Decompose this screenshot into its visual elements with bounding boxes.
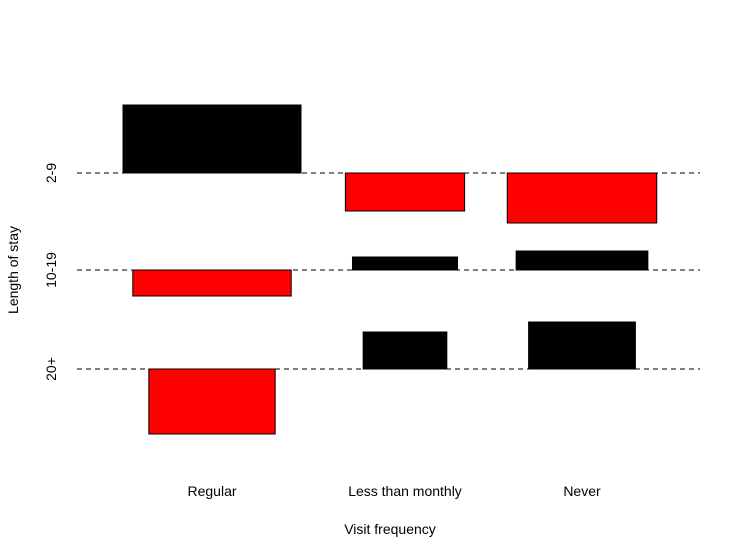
x-axis-title: Visit frequency bbox=[344, 521, 436, 537]
y-axis-title: Length of stay bbox=[5, 226, 21, 314]
bar-regular-20 bbox=[148, 368, 276, 435]
bar-less-than-monthly-10-19 bbox=[351, 256, 459, 271]
x-tick-label-less-than-monthly: Less than monthly bbox=[348, 483, 462, 499]
x-tick-label-regular: Regular bbox=[187, 483, 236, 499]
bar-never-20 bbox=[528, 321, 636, 370]
y-tick-labels: 2-9 10-19 20+ bbox=[43, 163, 59, 381]
bar-less-than-monthly-2-9 bbox=[344, 172, 466, 212]
y-tick-label-2-9: 2-9 bbox=[43, 163, 59, 183]
bar-never-10-19 bbox=[515, 250, 649, 271]
bar-regular-2-9 bbox=[122, 104, 302, 174]
x-tick-label-never: Never bbox=[563, 483, 601, 499]
bars bbox=[122, 104, 658, 435]
bar-regular-10-19 bbox=[132, 269, 292, 297]
bar-less-than-monthly-20 bbox=[362, 331, 448, 370]
y-tick-label-20: 20+ bbox=[43, 357, 59, 381]
y-tick-label-10-19: 10-19 bbox=[43, 252, 59, 288]
x-tick-labels: Regular Less than monthly Never bbox=[187, 483, 601, 499]
bar-never-2-9 bbox=[506, 172, 658, 224]
